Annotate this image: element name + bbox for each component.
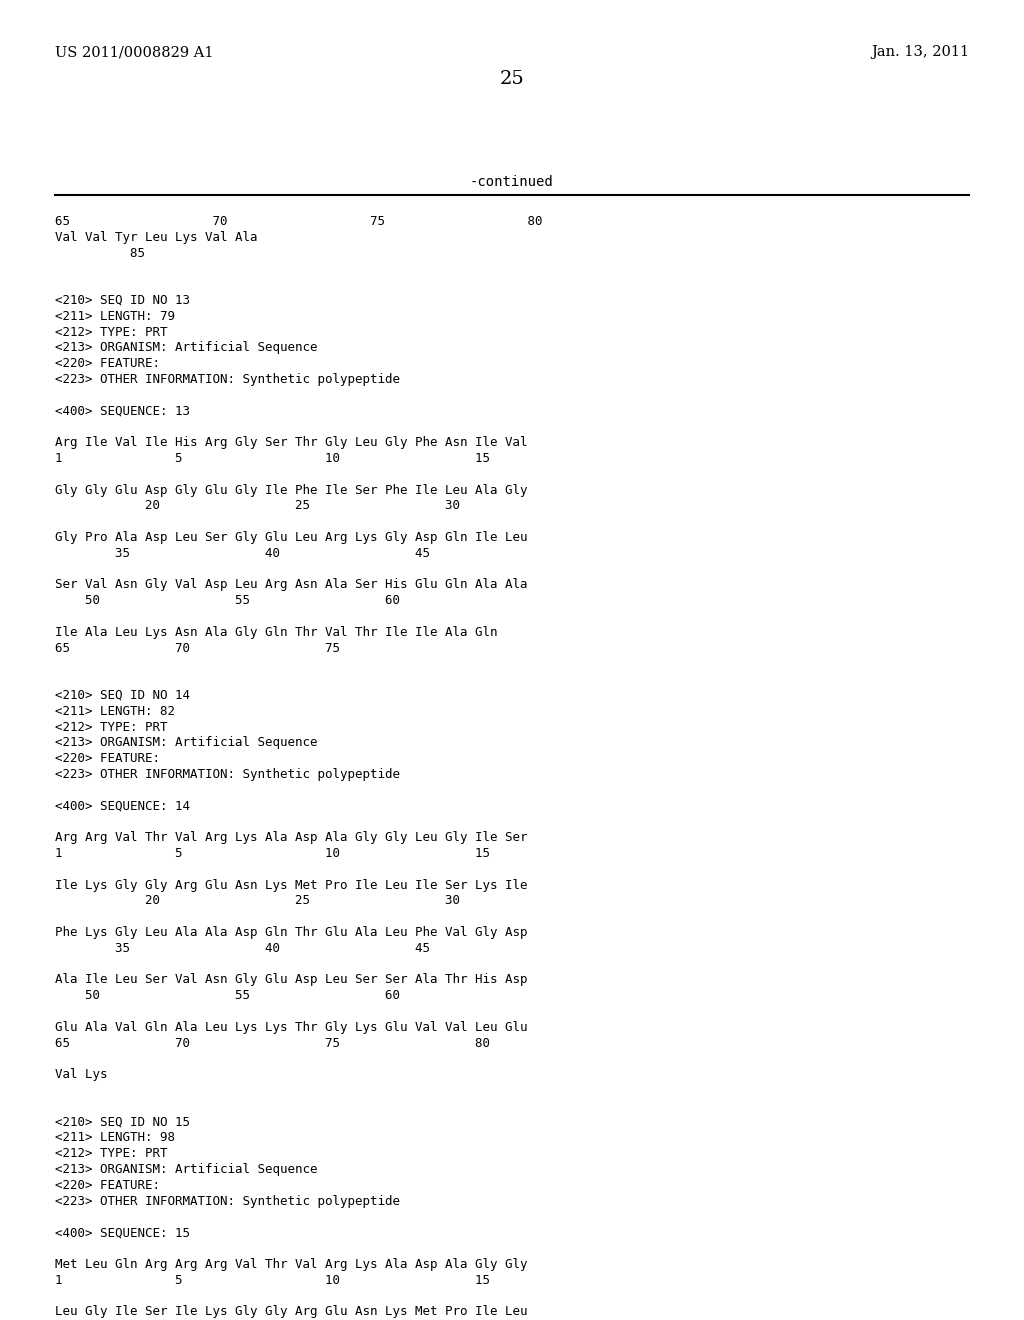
- Text: <400> SEQUENCE: 13: <400> SEQUENCE: 13: [55, 405, 190, 417]
- Text: <212> TYPE: PRT: <212> TYPE: PRT: [55, 721, 168, 734]
- Text: <400> SEQUENCE: 15: <400> SEQUENCE: 15: [55, 1226, 190, 1239]
- Text: <210> SEQ ID NO 15: <210> SEQ ID NO 15: [55, 1115, 190, 1129]
- Text: <223> OTHER INFORMATION: Synthetic polypeptide: <223> OTHER INFORMATION: Synthetic polyp…: [55, 768, 400, 781]
- Text: 50                  55                  60: 50 55 60: [55, 594, 400, 607]
- Text: <213> ORGANISM: Artificial Sequence: <213> ORGANISM: Artificial Sequence: [55, 737, 317, 750]
- Text: 20                  25                  30: 20 25 30: [55, 895, 460, 907]
- Text: 85: 85: [55, 247, 145, 260]
- Text: <211> LENGTH: 82: <211> LENGTH: 82: [55, 705, 175, 718]
- Text: <212> TYPE: PRT: <212> TYPE: PRT: [55, 326, 168, 339]
- Text: Glu Ala Val Gln Ala Leu Lys Lys Thr Gly Lys Glu Val Val Leu Glu: Glu Ala Val Gln Ala Leu Lys Lys Thr Gly …: [55, 1020, 527, 1034]
- Text: Arg Arg Val Thr Val Arg Lys Ala Asp Ala Gly Gly Leu Gly Ile Ser: Arg Arg Val Thr Val Arg Lys Ala Asp Ala …: [55, 832, 527, 845]
- Text: Ala Ile Leu Ser Val Asn Gly Glu Asp Leu Ser Ser Ala Thr His Asp: Ala Ile Leu Ser Val Asn Gly Glu Asp Leu …: [55, 973, 527, 986]
- Text: Gly Gly Glu Asp Gly Glu Gly Ile Phe Ile Ser Phe Ile Leu Ala Gly: Gly Gly Glu Asp Gly Glu Gly Ile Phe Ile …: [55, 483, 527, 496]
- Text: 1               5                   10                  15: 1 5 10 15: [55, 1274, 490, 1287]
- Text: <211> LENGTH: 79: <211> LENGTH: 79: [55, 310, 175, 323]
- Text: <220> FEATURE:: <220> FEATURE:: [55, 752, 160, 766]
- Text: Leu Gly Ile Ser Ile Lys Gly Gly Arg Glu Asn Lys Met Pro Ile Leu: Leu Gly Ile Ser Ile Lys Gly Gly Arg Glu …: [55, 1305, 527, 1319]
- Text: -continued: -continued: [470, 176, 554, 189]
- Text: <211> LENGTH: 98: <211> LENGTH: 98: [55, 1131, 175, 1144]
- Text: US 2011/0008829 A1: US 2011/0008829 A1: [55, 45, 213, 59]
- Text: <212> TYPE: PRT: <212> TYPE: PRT: [55, 1147, 168, 1160]
- Text: Val Val Tyr Leu Lys Val Ala: Val Val Tyr Leu Lys Val Ala: [55, 231, 257, 244]
- Text: Gly Pro Ala Asp Leu Ser Gly Glu Leu Arg Lys Gly Asp Gln Ile Leu: Gly Pro Ala Asp Leu Ser Gly Glu Leu Arg …: [55, 531, 527, 544]
- Text: <210> SEQ ID NO 14: <210> SEQ ID NO 14: [55, 689, 190, 702]
- Text: 20                  25                  30: 20 25 30: [55, 499, 460, 512]
- Text: <223> OTHER INFORMATION: Synthetic polypeptide: <223> OTHER INFORMATION: Synthetic polyp…: [55, 1195, 400, 1208]
- Text: 65                   70                   75                   80: 65 70 75 80: [55, 215, 543, 228]
- Text: Ile Ala Leu Lys Asn Ala Gly Gln Thr Val Thr Ile Ile Ala Gln: Ile Ala Leu Lys Asn Ala Gly Gln Thr Val …: [55, 626, 498, 639]
- Text: <400> SEQUENCE: 14: <400> SEQUENCE: 14: [55, 800, 190, 813]
- Text: 35                  40                  45: 35 40 45: [55, 546, 430, 560]
- Text: 65              70                  75                  80: 65 70 75 80: [55, 1036, 490, 1049]
- Text: <223> OTHER INFORMATION: Synthetic polypeptide: <223> OTHER INFORMATION: Synthetic polyp…: [55, 374, 400, 385]
- Text: 1               5                   10                  15: 1 5 10 15: [55, 451, 490, 465]
- Text: <220> FEATURE:: <220> FEATURE:: [55, 1179, 160, 1192]
- Text: Ile Lys Gly Gly Arg Glu Asn Lys Met Pro Ile Leu Ile Ser Lys Ile: Ile Lys Gly Gly Arg Glu Asn Lys Met Pro …: [55, 879, 527, 891]
- Text: 65              70                  75: 65 70 75: [55, 642, 340, 655]
- Text: Met Leu Gln Arg Arg Arg Val Thr Val Arg Lys Ala Asp Ala Gly Gly: Met Leu Gln Arg Arg Arg Val Thr Val Arg …: [55, 1258, 527, 1271]
- Text: 25: 25: [500, 70, 524, 88]
- Text: Ser Val Asn Gly Val Asp Leu Arg Asn Ala Ser His Glu Gln Ala Ala: Ser Val Asn Gly Val Asp Leu Arg Asn Ala …: [55, 578, 527, 591]
- Text: Jan. 13, 2011: Jan. 13, 2011: [870, 45, 969, 59]
- Text: <213> ORGANISM: Artificial Sequence: <213> ORGANISM: Artificial Sequence: [55, 1163, 317, 1176]
- Text: <220> FEATURE:: <220> FEATURE:: [55, 358, 160, 370]
- Text: Arg Ile Val Ile His Arg Gly Ser Thr Gly Leu Gly Phe Asn Ile Val: Arg Ile Val Ile His Arg Gly Ser Thr Gly …: [55, 436, 527, 449]
- Text: <210> SEQ ID NO 13: <210> SEQ ID NO 13: [55, 294, 190, 308]
- Text: Val Lys: Val Lys: [55, 1068, 108, 1081]
- Text: <213> ORGANISM: Artificial Sequence: <213> ORGANISM: Artificial Sequence: [55, 342, 317, 354]
- Text: 1               5                   10                  15: 1 5 10 15: [55, 847, 490, 861]
- Text: 35                  40                  45: 35 40 45: [55, 941, 430, 954]
- Text: 50                  55                  60: 50 55 60: [55, 989, 400, 1002]
- Text: Phe Lys Gly Leu Ala Ala Asp Gln Thr Glu Ala Leu Phe Val Gly Asp: Phe Lys Gly Leu Ala Ala Asp Gln Thr Glu …: [55, 927, 527, 939]
